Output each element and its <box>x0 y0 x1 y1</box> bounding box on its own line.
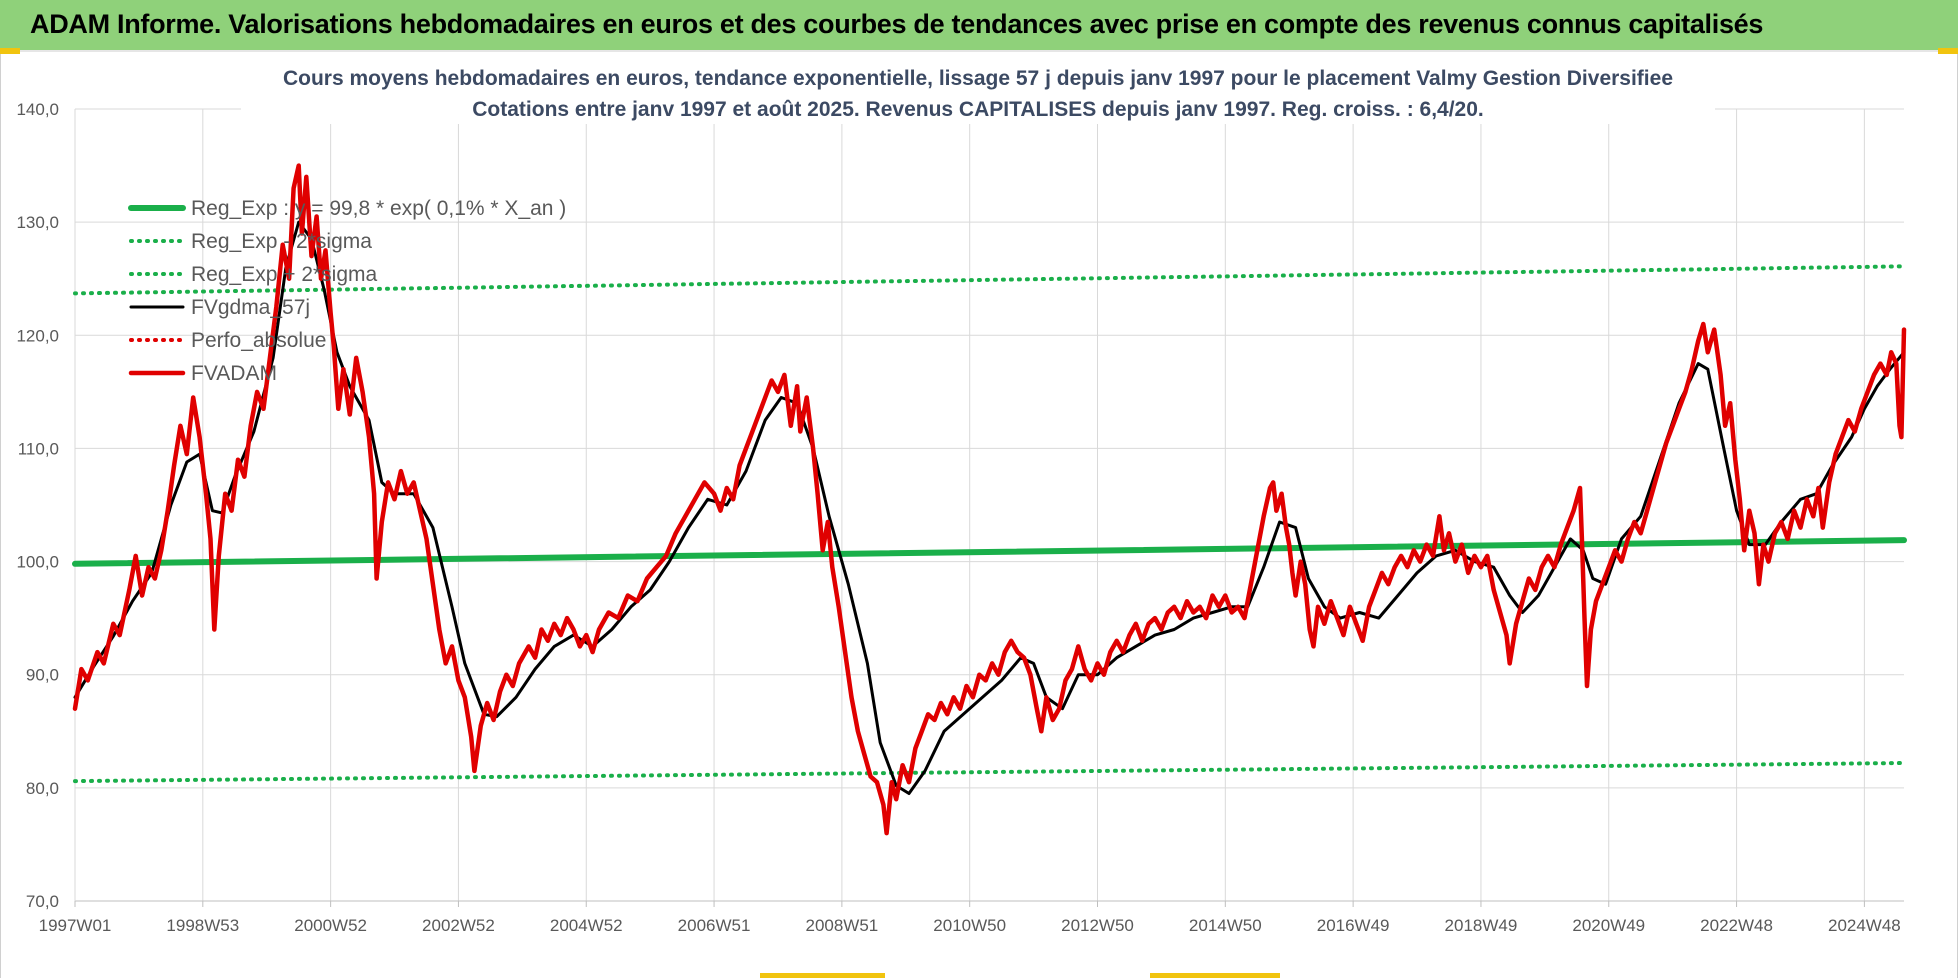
valuation-chart: 70,0 80,0 90,0 100,0 110,0 120,0 130,0 140,0 199… <box>16 62 1907 935</box>
x-tick-label: 2004W52 <box>550 916 623 935</box>
y-tick-label: 100,0 <box>16 553 59 572</box>
y-tick-label: 90,0 <box>26 666 59 685</box>
series-line-1 <box>73 761 1906 784</box>
chart-subtitle: Cotations entre janv 1997 et août 2025. … <box>472 98 1484 121</box>
legend-label: FVgdma_57j <box>191 296 310 319</box>
x-tick-label: 2002W52 <box>422 916 495 935</box>
chart-legend: Reg_Exp : y = 99,8 * exp( 0,1% * X_an ) R… <box>128 197 566 385</box>
x-tick-label: 1998W53 <box>166 916 239 935</box>
x-tick-label: 2024W48 <box>1828 916 1901 935</box>
y-tick-label: 130,0 <box>16 213 59 232</box>
chart-frame: 70,0 80,0 90,0 100,0 110,0 120,0 130,0 140,0 199… <box>0 54 1958 978</box>
x-tick-label: 2008W51 <box>805 916 878 935</box>
title-backdrop <box>241 62 1715 124</box>
y-tick-label: 110,0 <box>18 439 59 458</box>
y-tick-label: 80,0 <box>26 779 59 798</box>
chart-titles: Cours moyens hebdomadaires en euros, ten… <box>283 67 1673 121</box>
legend-label: FVADAM <box>191 362 277 385</box>
x-tick-label: 1997W01 <box>39 916 112 935</box>
y-tick-label: 70,0 <box>26 892 59 911</box>
series-line-2 <box>73 264 1906 296</box>
series-lines <box>72 163 1907 836</box>
axis-labels: 70,0 80,0 90,0 100,0 110,0 120,0 130,0 140,0 199… <box>16 100 1900 935</box>
x-tick-label: 2010W50 <box>933 916 1006 935</box>
x-tick-label: 2006W51 <box>678 916 751 935</box>
legend-label: Reg_Exp : y = 99,8 * exp( 0,1% * X_an ) <box>191 197 566 220</box>
x-tick-label: 2014W50 <box>1189 916 1262 935</box>
x-tick-label: 2022W48 <box>1700 916 1773 935</box>
legend-label: Perfo_absolue <box>191 329 326 352</box>
banner-title: ADAM Informe. Valorisations hebdomadaire… <box>30 9 1764 39</box>
series-line-5 <box>72 163 1907 836</box>
legend-label: Reg_Exp + 2*sigma <box>191 263 378 286</box>
banner-corner-left <box>0 48 20 54</box>
x-tick-label: 2016W49 <box>1317 916 1390 935</box>
x-tick-label: 2018W49 <box>1445 916 1518 935</box>
series-line-3 <box>73 220 1906 795</box>
bottom-tab-marker <box>760 973 885 978</box>
bottom-tab-marker <box>1150 973 1280 978</box>
banner-corner-right <box>1938 48 1958 54</box>
x-tick-label: 2020W49 <box>1572 916 1645 935</box>
chart-title: Cours moyens hebdomadaires en euros, ten… <box>283 67 1673 90</box>
series-line-0 <box>72 537 1907 567</box>
grid-lines <box>74 62 1904 907</box>
x-tick-label: 2000W52 <box>294 916 367 935</box>
page-banner: ADAM Informe. Valorisations hebdomadaire… <box>0 0 1958 52</box>
x-tick-label: 2012W50 <box>1061 916 1134 935</box>
y-tick-label: 120,0 <box>16 326 59 345</box>
y-tick-label: 140,0 <box>16 100 59 119</box>
legend-label: Reg_Exp - 2*sigma <box>191 230 372 253</box>
